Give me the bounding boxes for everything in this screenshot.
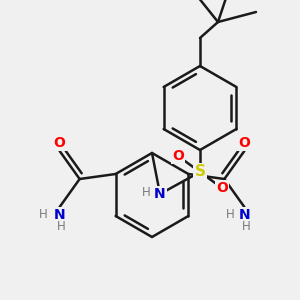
Text: H: H (57, 220, 66, 233)
Text: N: N (154, 187, 166, 201)
Text: N: N (238, 208, 250, 222)
Text: O: O (172, 149, 184, 163)
Text: O: O (216, 181, 228, 195)
Text: H: H (39, 208, 48, 221)
Text: N: N (54, 208, 65, 222)
Text: O: O (238, 136, 250, 150)
Text: O: O (54, 136, 66, 150)
Text: S: S (194, 164, 206, 179)
Text: H: H (242, 220, 251, 233)
Text: H: H (226, 208, 235, 221)
Text: H: H (142, 185, 150, 199)
